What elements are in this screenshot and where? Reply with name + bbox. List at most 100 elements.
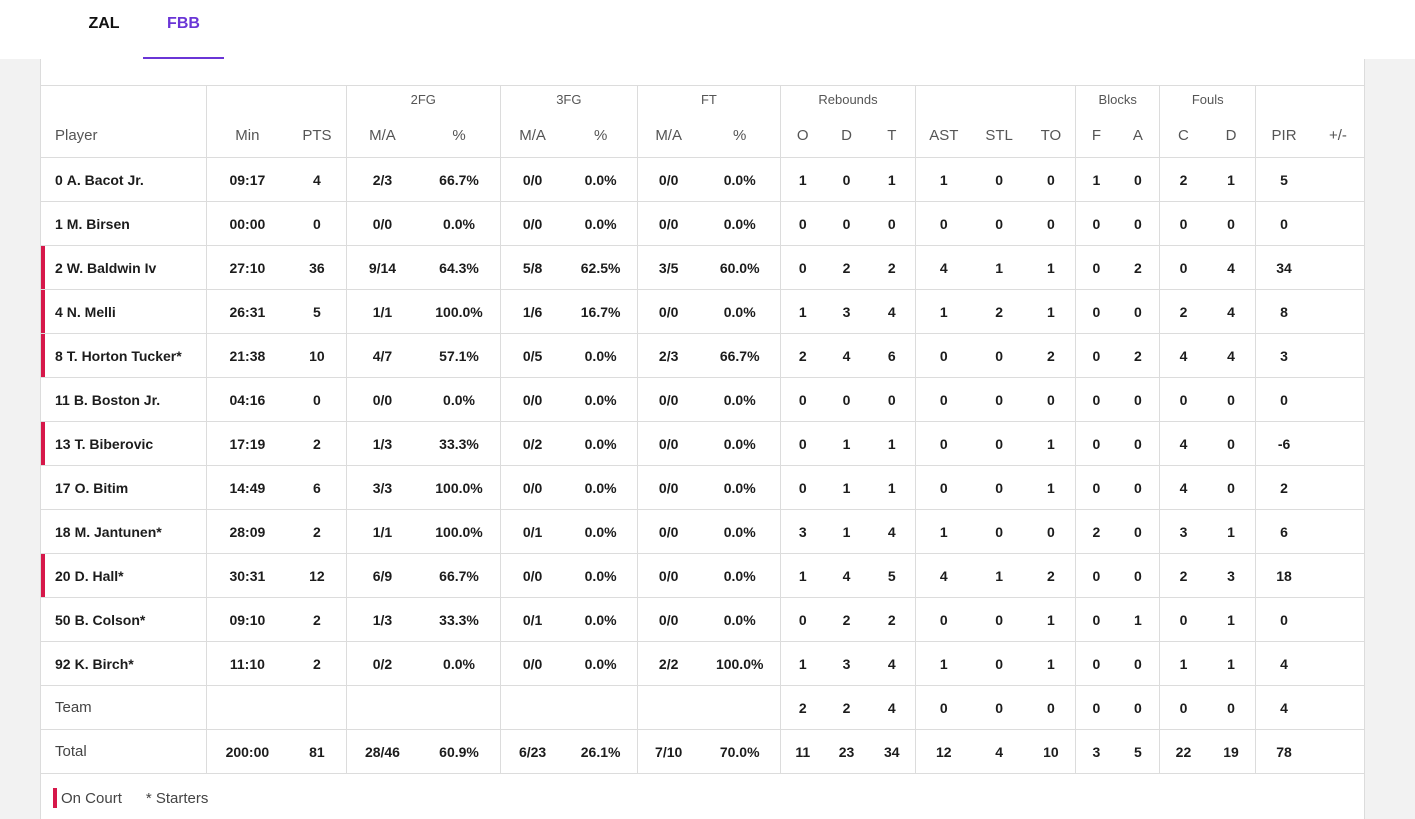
player-row[interactable]: 50 B. Colson* 09:10 2 1/3 33.3% 0/1 0.0% 0/0 0.0%…	[41, 597, 1364, 642]
player-name[interactable]: K. Birch*	[74, 655, 134, 672]
cell-blk-f: 0	[1075, 333, 1117, 378]
col-min[interactable]: Min	[205, 113, 289, 158]
player-cell[interactable]: 92 K. Birch*	[41, 641, 207, 686]
cell-fouls-c: 4	[1159, 333, 1207, 378]
cell-fg3-ma: 0/0	[499, 377, 565, 422]
col-player[interactable]: Player	[41, 113, 207, 158]
col-fouls-d[interactable]: D	[1206, 113, 1256, 158]
legend: On Court * Starters	[53, 788, 208, 808]
cell-fouls-c: 0	[1159, 685, 1207, 730]
col-blk-a[interactable]: A	[1116, 113, 1160, 158]
cell-min: 00:00	[205, 201, 289, 246]
player-name[interactable]: T. Biberovic	[74, 435, 154, 452]
cell-fouls-d: 4	[1206, 333, 1256, 378]
cell-to: 1	[1026, 597, 1076, 642]
cell-blk-a: 0	[1116, 421, 1160, 466]
player-cell[interactable]: 2 W. Baldwin Iv	[41, 245, 207, 290]
cell-fg3-pct: 26.1%	[564, 729, 638, 774]
tab-fbb[interactable]: FBB	[143, 0, 224, 59]
player-name[interactable]: W. Baldwin Iv	[66, 259, 157, 276]
player-row[interactable]: 1 M. Birsen 00:00 0 0/0 0.0% 0/0 0.0% 0/0 0.0% 0 0 0…	[41, 201, 1364, 246]
cell-ft-ma: 0/0	[636, 465, 700, 510]
player-name[interactable]: D. Hall*	[74, 567, 124, 584]
group-header-rebounds: Rebounds	[779, 85, 916, 113]
player-name[interactable]: M. Birsen	[66, 215, 130, 232]
col-ast[interactable]: AST	[915, 113, 972, 158]
cell-stl: 0	[971, 597, 1027, 642]
cell-pts: 6	[288, 465, 347, 510]
cell-fg3-ma: 0/5	[499, 333, 565, 378]
col-stl[interactable]: STL	[971, 113, 1027, 158]
player-row[interactable]: 17 O. Bitim 14:49 6 3/3 100.0% 0/0 0.0% 0/0 0.0% 0…	[41, 465, 1364, 510]
cell-ft-pct: 0.0%	[699, 597, 781, 642]
player-row[interactable]: 13 T. Biberovic 17:19 2 1/3 33.3% 0/2 0.0% 0/0 0.…	[41, 421, 1364, 466]
col-2fg-pct[interactable]: %	[418, 113, 501, 158]
player-cell[interactable]: 17 O. Bitim	[41, 465, 207, 510]
cell-reb-d: 0	[824, 157, 869, 202]
cell-ft-ma: 0/0	[636, 289, 700, 334]
col-pts[interactable]: PTS	[288, 113, 347, 158]
cell-fg3-pct: 0.0%	[564, 465, 638, 510]
cell-reb-o: 2	[779, 333, 825, 378]
cell-pm	[1311, 245, 1364, 290]
col-ft-ma[interactable]: M/A	[636, 113, 700, 158]
player-cell[interactable]: 20 D. Hall*	[41, 553, 207, 598]
cell-pts	[288, 685, 347, 730]
col-pir[interactable]: PIR	[1255, 113, 1312, 158]
cell-ft-pct: 70.0%	[699, 729, 781, 774]
cell-reb-o: 0	[779, 597, 825, 642]
player-cell[interactable]: 8 T. Horton Tucker*	[41, 333, 207, 378]
cell-fouls-d: 0	[1206, 421, 1256, 466]
player-row[interactable]: 20 D. Hall* 30:31 12 6/9 66.7% 0/0 0.0% 0/0 0.0% 1…	[41, 553, 1364, 598]
tab-zal[interactable]: ZAL	[88, 15, 120, 32]
cell-blk-f: 2	[1075, 509, 1117, 554]
cell-ft-ma: 3/5	[636, 245, 700, 290]
player-row[interactable]: 0 A. Bacot Jr. 09:17 4 2/3 66.7% 0/0 0.0% 0/0 0.0…	[41, 157, 1364, 202]
cell-pm	[1311, 157, 1364, 202]
group-header-row: 2FG 3FG FT Rebounds Blocks Fouls	[41, 85, 1364, 113]
col-reb-t[interactable]: T	[868, 113, 916, 158]
col-blk-f[interactable]: F	[1075, 113, 1117, 158]
cell-fouls-c: 0	[1159, 201, 1207, 246]
cell-pm	[1311, 685, 1364, 730]
col-reb-d[interactable]: D	[824, 113, 869, 158]
player-name[interactable]: A. Bacot Jr.	[66, 171, 144, 188]
player-cell[interactable]: 50 B. Colson*	[41, 597, 207, 642]
cell-to: 0	[1026, 157, 1076, 202]
col-fouls-c[interactable]: C	[1159, 113, 1207, 158]
cell-blk-f: 0	[1075, 685, 1117, 730]
player-name[interactable]: B. Colson*	[74, 611, 146, 628]
col-plus-minus[interactable]: +/-	[1311, 113, 1364, 158]
cell-ft-ma: 0/0	[636, 377, 700, 422]
cell-reb-t: 0	[868, 377, 916, 422]
player-cell[interactable]: 18 M. Jantunen*	[41, 509, 207, 554]
player-name[interactable]: N. Melli	[66, 303, 116, 320]
player-cell[interactable]: 1 M. Birsen	[41, 201, 207, 246]
player-cell[interactable]: 0 A. Bacot Jr.	[41, 157, 207, 202]
cell-ast: 1	[915, 641, 972, 686]
player-row[interactable]: 18 M. Jantunen* 28:09 2 1/1 100.0% 0/1 0.0% 0/0 0…	[41, 509, 1364, 554]
player-name[interactable]: B. Boston Jr.	[73, 391, 161, 408]
player-name[interactable]: O. Bitim	[74, 479, 129, 496]
player-cell[interactable]: 13 T. Biberovic	[41, 421, 207, 466]
cell-reb-t: 2	[868, 245, 916, 290]
player-cell[interactable]: 11 B. Boston Jr.	[41, 377, 207, 422]
player-cell[interactable]: 4 N. Melli	[41, 289, 207, 334]
col-3fg-ma[interactable]: M/A	[499, 113, 565, 158]
col-reb-o[interactable]: O	[779, 113, 825, 158]
cell-stl: 0	[971, 509, 1027, 554]
player-row[interactable]: 2 W. Baldwin Iv 27:10 36 9/14 64.3% 5/8 62.5% 3/…	[41, 245, 1364, 290]
col-3fg-pct[interactable]: %	[564, 113, 638, 158]
player-name[interactable]: M. Jantunen*	[74, 523, 162, 540]
player-row[interactable]: 11 B. Boston Jr. 04:16 0 0/0 0.0% 0/0 0.0% 0/0 0.…	[41, 377, 1364, 422]
player-row[interactable]: 92 K. Birch* 11:10 2 0/2 0.0% 0/0 0.0% 2/2 100.0%…	[41, 641, 1364, 686]
col-ft-pct[interactable]: %	[699, 113, 781, 158]
col-to[interactable]: TO	[1026, 113, 1076, 158]
player-name[interactable]: T. Horton Tucker*	[66, 347, 182, 364]
cell-reb-o: 0	[779, 421, 825, 466]
col-2fg-ma[interactable]: M/A	[345, 113, 419, 158]
cell-fouls-d: 1	[1206, 597, 1256, 642]
player-row[interactable]: 8 T. Horton Tucker* 21:38 10 4/7 57.1% 0/5 0.0%…	[41, 333, 1364, 378]
cell-ast: 1	[915, 289, 972, 334]
player-row[interactable]: 4 N. Melli 26:31 5 1/1 100.0% 1/6 16.7% 0/0 0.0% 1…	[41, 289, 1364, 334]
